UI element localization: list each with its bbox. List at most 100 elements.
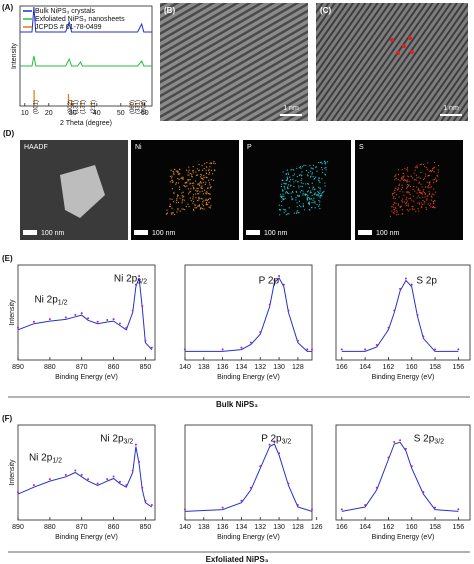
eds-dot bbox=[303, 209, 306, 211]
eds-dot bbox=[192, 185, 194, 187]
eds-dot bbox=[174, 214, 176, 216]
spectrum-line bbox=[20, 55, 152, 67]
eds-dot bbox=[310, 198, 313, 200]
data-point bbox=[249, 341, 252, 344]
eds-dot bbox=[432, 202, 435, 205]
eds-dot bbox=[314, 188, 316, 190]
eds-dot bbox=[393, 202, 395, 204]
eds-dot bbox=[300, 175, 303, 177]
eds-dot bbox=[205, 176, 207, 178]
eds-dot bbox=[171, 175, 173, 177]
eds-dot bbox=[209, 184, 211, 186]
eds-dot bbox=[282, 180, 284, 182]
eds-dot bbox=[436, 179, 438, 181]
eds-dot bbox=[190, 188, 192, 190]
eds-dot bbox=[313, 201, 315, 204]
x-tick-label: 164 bbox=[359, 524, 371, 531]
data-point bbox=[87, 317, 90, 320]
eds-dot bbox=[415, 179, 417, 181]
eds-dot bbox=[285, 210, 287, 212]
eds-dot bbox=[389, 215, 392, 217]
peak-index: (001) bbox=[34, 100, 40, 114]
eds-dot bbox=[316, 170, 318, 172]
eds-dot bbox=[431, 169, 434, 172]
eds-dot bbox=[198, 196, 200, 198]
eds-dot bbox=[199, 183, 201, 185]
eds-dot bbox=[282, 199, 284, 201]
eds-dot bbox=[423, 192, 425, 194]
eds-dot bbox=[187, 174, 189, 176]
eds-dot bbox=[407, 190, 409, 192]
eds-dot bbox=[206, 199, 208, 202]
y-axis-label: Intensity bbox=[9, 299, 16, 326]
eds-dot bbox=[405, 198, 407, 201]
eds-dot bbox=[279, 209, 282, 211]
data-point bbox=[259, 331, 262, 334]
x-axis-label: Binding Energy (eV) bbox=[217, 374, 280, 381]
eds-dot bbox=[213, 162, 215, 164]
plot-frame bbox=[17, 424, 156, 521]
atom-marker bbox=[390, 38, 394, 42]
eds-dot bbox=[183, 195, 185, 197]
eds-dot bbox=[307, 175, 309, 177]
eds-dot bbox=[187, 171, 189, 173]
eds-dot bbox=[417, 188, 420, 190]
x-tick-label: 166 bbox=[336, 524, 348, 531]
eds-dot bbox=[291, 190, 294, 193]
eds-dot bbox=[406, 209, 408, 211]
data-point bbox=[96, 482, 99, 485]
eds-dot bbox=[291, 168, 293, 171]
eds-dot bbox=[422, 196, 424, 198]
eds-dot bbox=[283, 212, 285, 214]
eds-dot bbox=[195, 193, 197, 195]
eds-dot bbox=[317, 161, 320, 164]
eds-dot bbox=[175, 182, 177, 184]
eds-dot bbox=[189, 197, 191, 199]
data-point bbox=[80, 312, 83, 315]
eds-dot bbox=[435, 180, 437, 183]
eds-dot bbox=[307, 190, 310, 192]
eds-dot bbox=[287, 186, 289, 188]
eds-dot bbox=[310, 190, 312, 192]
eds-dot bbox=[280, 201, 283, 203]
eds-dot bbox=[173, 191, 175, 193]
eds-dot bbox=[402, 198, 404, 200]
eds-dot bbox=[182, 191, 184, 193]
eds-dot bbox=[195, 180, 197, 182]
eds-dot bbox=[208, 169, 210, 172]
eds-dot bbox=[198, 197, 200, 199]
eds-dot bbox=[299, 191, 301, 193]
data-point bbox=[296, 504, 299, 507]
eds-dot bbox=[283, 198, 285, 201]
eds-dot bbox=[168, 205, 171, 208]
eds-dot bbox=[182, 178, 184, 180]
eds-dot bbox=[399, 205, 401, 207]
eds-dot bbox=[321, 163, 323, 165]
eds-dot bbox=[396, 210, 398, 212]
eds-dot bbox=[395, 203, 397, 205]
eds-dot bbox=[405, 202, 408, 204]
peak-index: (060) bbox=[130, 100, 136, 114]
eds-dot bbox=[419, 177, 421, 179]
eds-dot bbox=[206, 193, 208, 195]
eds-dot bbox=[419, 190, 421, 192]
eds-dot bbox=[404, 179, 407, 181]
x-tick-label: 890 bbox=[12, 364, 24, 371]
eds-dot bbox=[179, 188, 181, 191]
eds-dot bbox=[418, 210, 420, 212]
eds-dot bbox=[416, 177, 418, 179]
eds-dot bbox=[205, 172, 207, 174]
peak-label-main: P 2p bbox=[261, 433, 282, 444]
eds-dot bbox=[426, 181, 428, 183]
eds-dot bbox=[203, 200, 205, 202]
data-point bbox=[106, 478, 109, 481]
eds-dot bbox=[210, 186, 212, 188]
eds-dot bbox=[417, 189, 419, 191]
eds-dot bbox=[306, 197, 308, 200]
eds-dot bbox=[309, 198, 311, 200]
eds-dot bbox=[319, 162, 321, 164]
eds-dot bbox=[200, 177, 203, 180]
eds-dot bbox=[296, 206, 298, 208]
eds-dot bbox=[406, 186, 409, 188]
